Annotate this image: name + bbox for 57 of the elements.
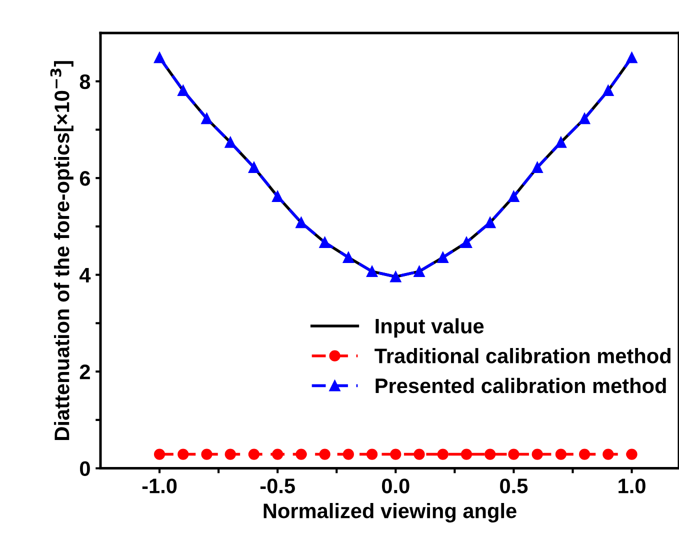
point [201, 113, 212, 124]
point [414, 448, 425, 460]
y-axis-title: Diattenuation of the fore-optics[×10$^{−3}$] [50, 61, 74, 440]
point [626, 52, 638, 64]
legend-label: Input value [376, 318, 484, 338]
point [602, 84, 614, 96]
point [319, 448, 330, 460]
y-tick-label: 0 [80, 461, 90, 476]
point [201, 448, 212, 460]
point [460, 448, 472, 460]
point [414, 266, 425, 277]
point [508, 190, 520, 202]
point [224, 448, 236, 460]
legend-label: Presented calibration method [376, 378, 666, 394]
point [602, 448, 614, 460]
legend-label: Traditional calibration method [374, 348, 670, 364]
point [178, 448, 189, 460]
point [319, 236, 330, 248]
point [154, 448, 166, 460]
point [484, 217, 496, 228]
point [578, 448, 590, 460]
point [178, 84, 189, 96]
point [508, 448, 520, 460]
point [532, 448, 543, 460]
y-tick-label: 2 [80, 364, 90, 380]
x-tick-label: 0.0 [382, 478, 410, 494]
point [626, 448, 638, 460]
point [484, 448, 496, 460]
x-tick-label: -1.0 [142, 478, 177, 494]
point [366, 266, 378, 277]
point [248, 162, 260, 173]
x-tick-label: -0.5 [260, 478, 295, 494]
point [154, 52, 166, 64]
point [296, 448, 307, 460]
point [578, 113, 590, 124]
point [532, 162, 543, 173]
y-tick-label: 4 [80, 268, 91, 282]
x-tick-label: 0.5 [500, 478, 528, 494]
y-tick-label: 6 [80, 171, 90, 186]
point [248, 448, 260, 460]
point [555, 136, 566, 148]
point [390, 271, 402, 282]
point [437, 252, 448, 263]
point [366, 448, 378, 460]
point [296, 217, 307, 228]
point [437, 448, 448, 460]
point [555, 448, 566, 460]
point [224, 136, 236, 148]
x-tick-label: 1.0 [618, 478, 646, 494]
point [342, 252, 354, 263]
x-axis-title: Normalized viewing angle [264, 502, 516, 523]
point [272, 190, 284, 202]
point [390, 448, 402, 460]
point [460, 236, 472, 248]
point [342, 448, 354, 460]
point [272, 448, 284, 460]
y-tick-label: 8 [80, 74, 90, 90]
